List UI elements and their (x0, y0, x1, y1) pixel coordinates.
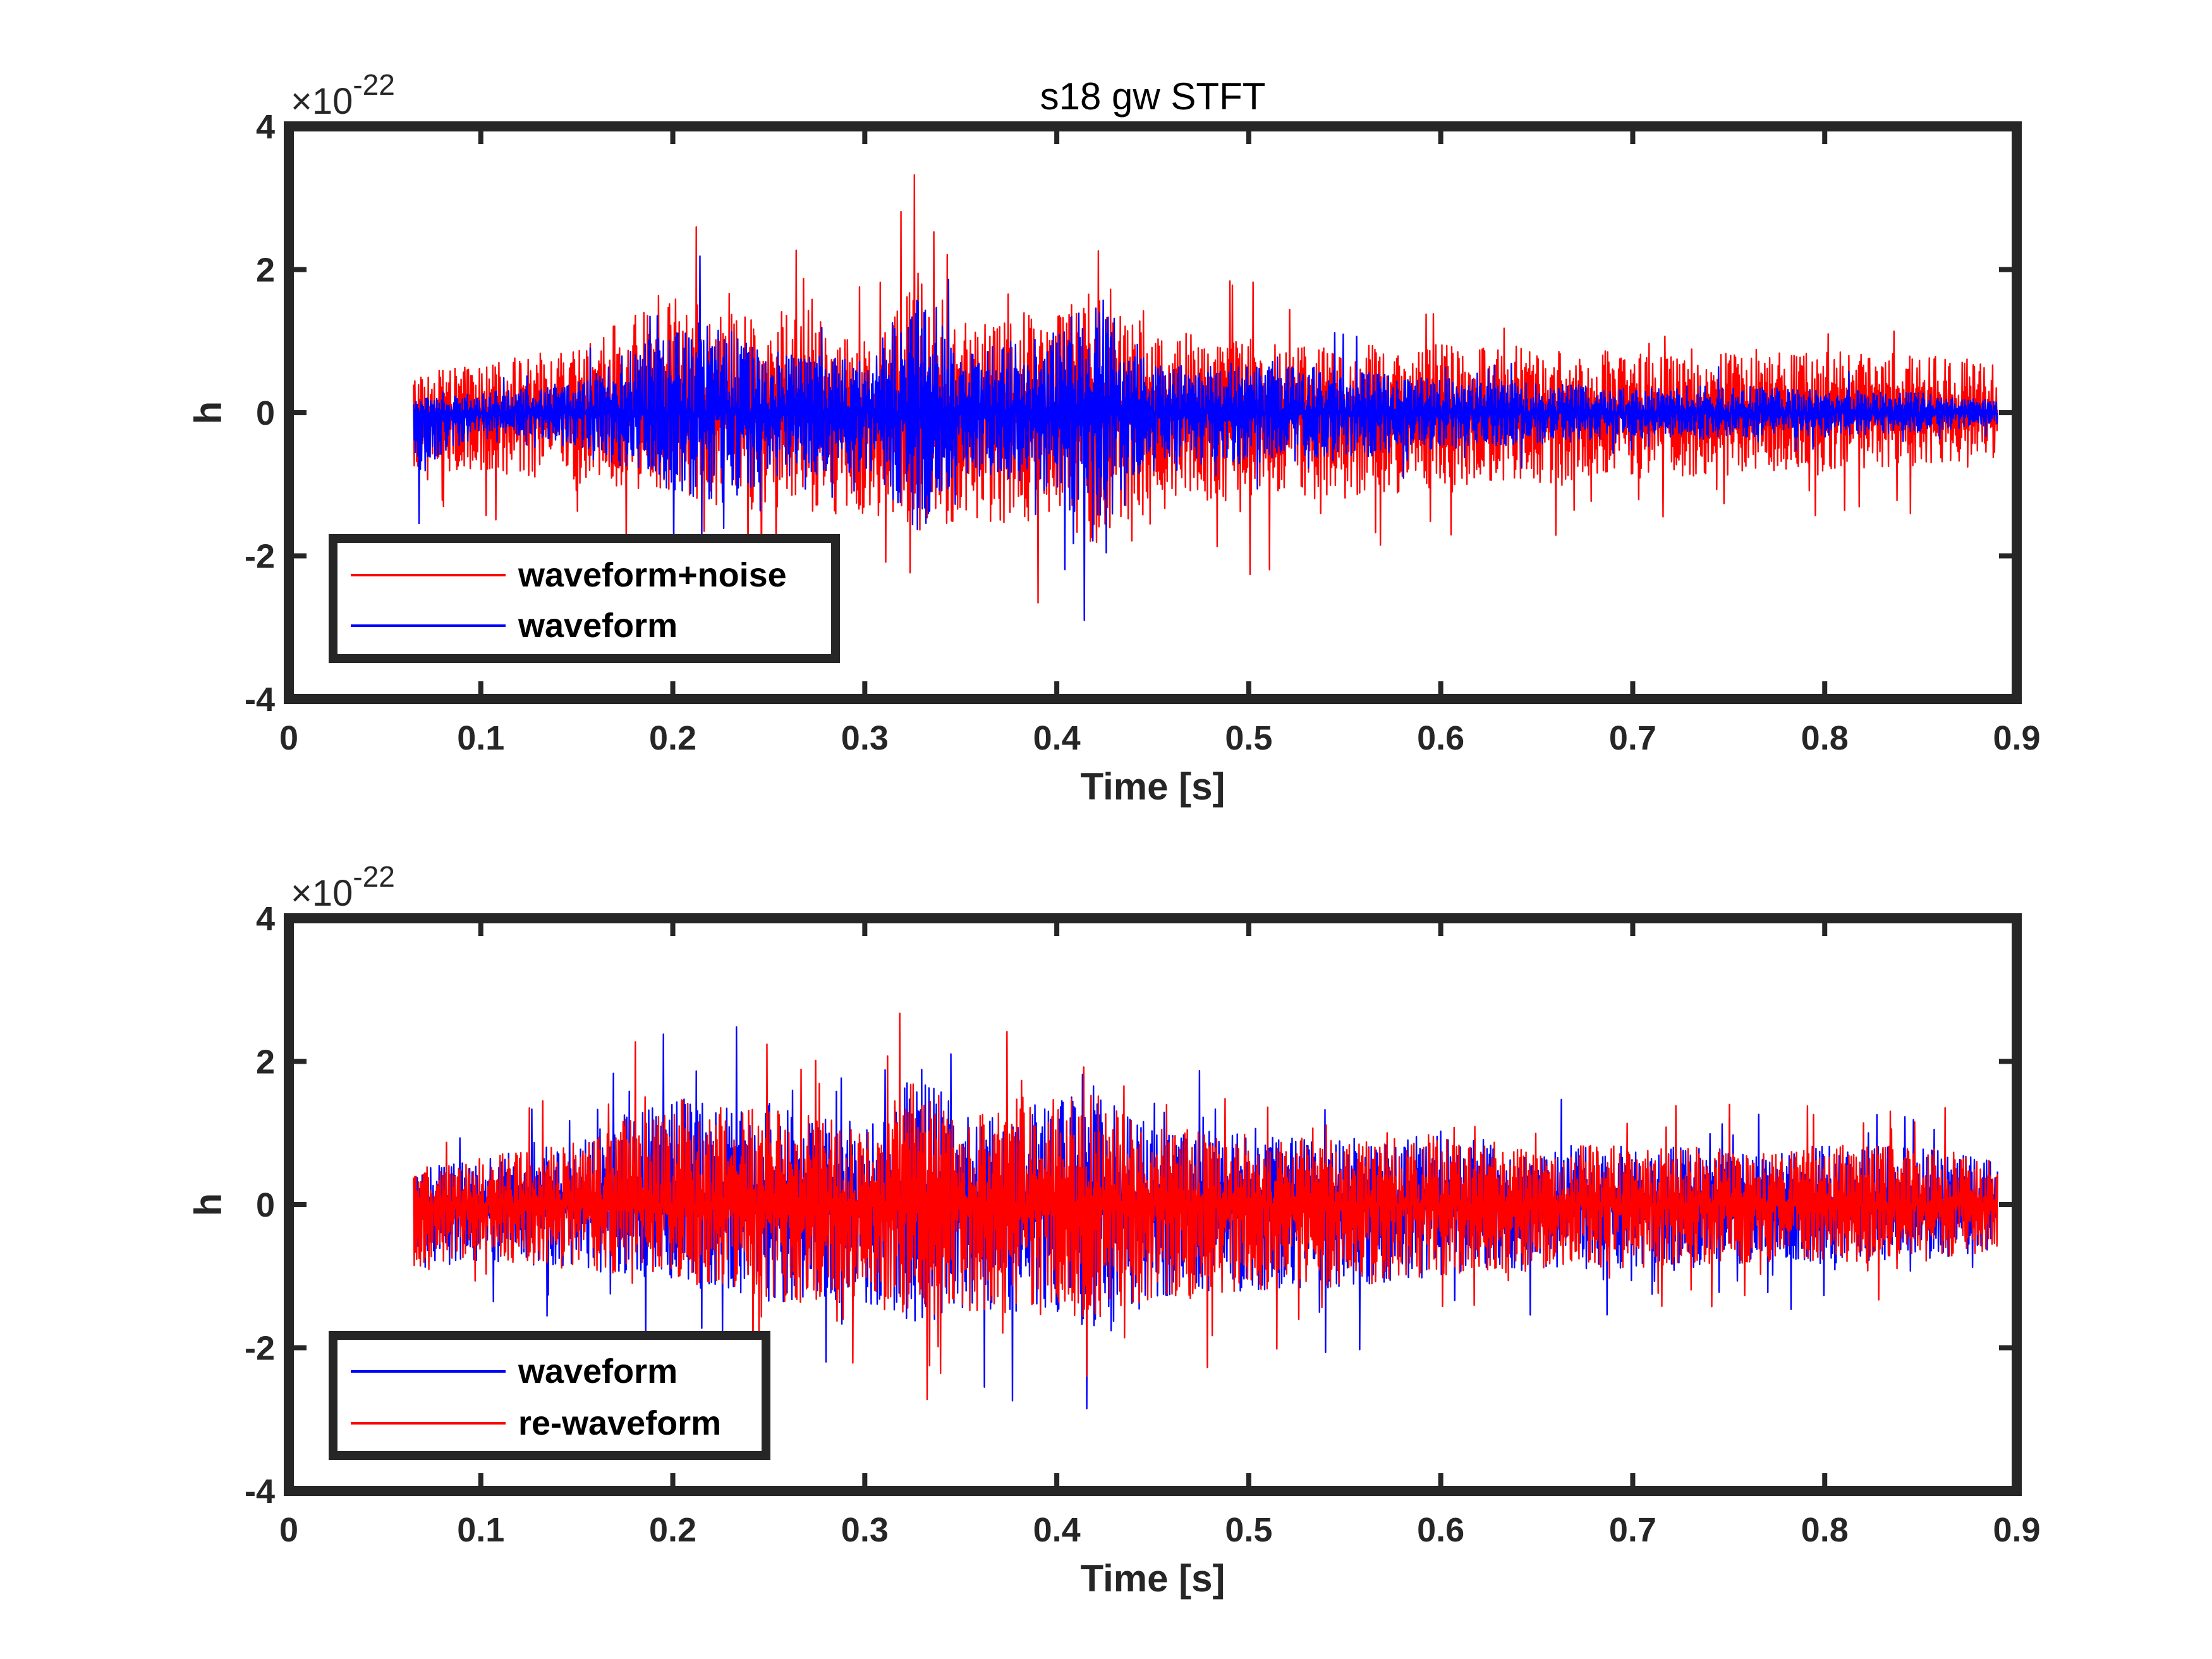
x-tick-label: 0.8 (1801, 719, 1849, 757)
subplot-1-exponent-base: ×10 (291, 81, 353, 122)
x-tick-label: 0.5 (1225, 1511, 1272, 1549)
subplot-1-exponent: ×10-22 (291, 68, 395, 122)
subplot-1-ticks: 0 0.1 0.2 0.3 0.4 0.5 0.6 0.7 0.8 0.9 -4 -2 0 2 4 (245, 108, 2041, 757)
y-tick-label: -4 (245, 1473, 275, 1510)
y-tick-label: 4 (256, 900, 275, 938)
x-tick-label: 0.9 (1993, 719, 2040, 757)
subplot-2-exponent-base: ×10 (291, 873, 353, 914)
x-tick-label: 0.3 (841, 719, 889, 757)
x-tick-label: 0.2 (649, 1511, 696, 1549)
y-tick-label: -4 (245, 681, 275, 719)
subplot-1-exponent-power: -22 (353, 68, 394, 101)
subplot-1-y-axis-label: h (187, 401, 229, 425)
subplot-1-traces (413, 174, 1998, 621)
subplot-1-legend-label-waveform-noise: waveform+noise (518, 556, 787, 594)
x-tick-label: 0.6 (1417, 1511, 1464, 1549)
y-tick-label: 0 (256, 1186, 275, 1224)
x-tick-label: 0.4 (1033, 719, 1081, 757)
subplot-1-legend-label-waveform: waveform (518, 607, 678, 645)
y-tick-label: 0 (256, 394, 275, 432)
series-line-re-waveform (413, 1012, 1998, 1401)
subplot-2-legend-label-re-waveform: re-waveform (518, 1404, 721, 1442)
x-tick-label: 0.7 (1609, 719, 1656, 757)
subplot-2-ticks: 0 0.1 0.2 0.3 0.4 0.5 0.6 0.7 0.8 0.9 -4 -2 0 2 4 (245, 900, 2041, 1549)
subplot-1-legend: waveform+noise waveform (329, 534, 840, 663)
subplot-2-legend-label-waveform: waveform (518, 1352, 678, 1390)
x-tick-label: 0 (279, 719, 298, 757)
subplot-2-y-axis-label: h (187, 1193, 229, 1217)
x-tick-label: 0.1 (457, 719, 504, 757)
x-tick-label: 0.3 (841, 1511, 889, 1549)
subplot-2-x-axis-label: Time [s] (1081, 1557, 1225, 1600)
x-tick-label: 0.9 (1993, 1511, 2040, 1549)
x-tick-label: 0 (279, 1511, 298, 1549)
y-tick-label: -2 (245, 538, 275, 576)
x-tick-label: 0.6 (1417, 719, 1464, 757)
svg-text:×10-22: ×10-22 (291, 860, 395, 914)
subplot-2-exponent: ×10-22 (291, 860, 395, 914)
y-tick-label: 2 (256, 252, 275, 289)
x-tick-label: 0.5 (1225, 719, 1272, 757)
subplot-1: 0 0.1 0.2 0.3 0.4 0.5 0.6 0.7 0.8 0.9 -4 -2 0 2 4 ×10-… (187, 68, 2041, 808)
subplot-2-legend: waveform re-waveform (329, 1331, 770, 1460)
series-line-waveform (413, 255, 1998, 621)
subplot-1-legend-box (329, 534, 840, 663)
x-tick-label: 0.2 (649, 719, 696, 757)
y-tick-label: 4 (256, 108, 275, 146)
x-tick-label: 0.8 (1801, 1511, 1849, 1549)
x-tick-label: 0.7 (1609, 1511, 1656, 1549)
y-tick-label: 2 (256, 1043, 275, 1081)
chart-title: s18 gw STFT (1040, 75, 1266, 118)
x-tick-label: 0.1 (457, 1511, 504, 1549)
subplot-2-traces (413, 1012, 1998, 1410)
y-tick-label: -2 (245, 1330, 275, 1368)
subplot-2-legend-box (329, 1331, 770, 1460)
x-tick-label: 0.4 (1033, 1511, 1081, 1549)
subplot-1-x-axis-label: Time [s] (1081, 765, 1225, 808)
subplot-2: 0 0.1 0.2 0.3 0.4 0.5 0.6 0.7 0.8 0.9 -4 -2 0 2 4 ×10-… (187, 860, 2041, 1600)
subplot-2-exponent-power: -22 (353, 860, 394, 893)
svg-text:×10-22: ×10-22 (291, 68, 395, 122)
